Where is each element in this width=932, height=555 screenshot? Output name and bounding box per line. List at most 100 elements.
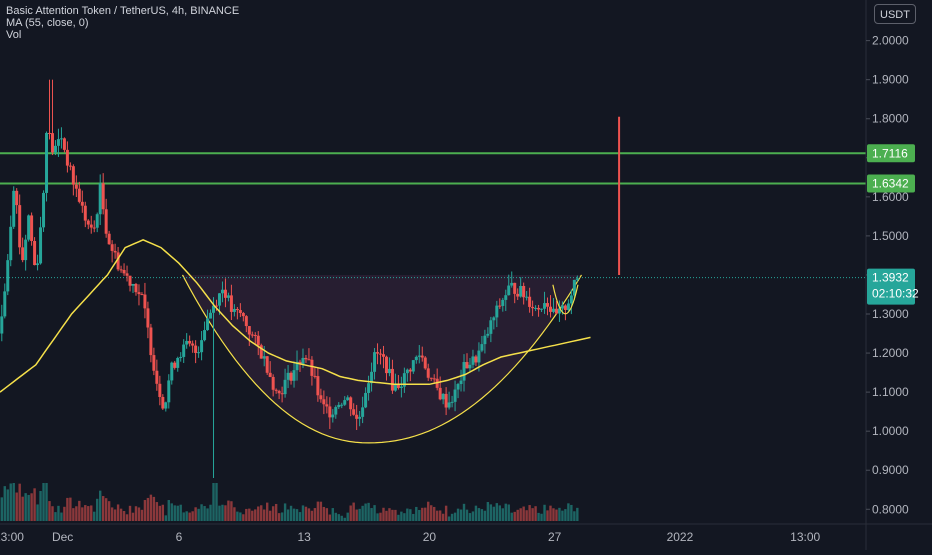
volume-bar (340, 515, 343, 521)
volume-bar (101, 496, 105, 521)
volume-bar (277, 513, 281, 521)
volume-bar (397, 514, 400, 521)
candle-body (0, 316, 4, 334)
volume-bar (441, 513, 445, 521)
volume-bar (334, 512, 337, 521)
candle-body (56, 139, 60, 146)
volume-bar (6, 489, 9, 521)
volume-bar (158, 505, 162, 521)
candle-body (322, 399, 326, 405)
candle-body (492, 317, 496, 321)
volume-bar (438, 510, 442, 521)
volume-bar (343, 517, 346, 521)
volume-bar (143, 500, 147, 521)
volume-bar (528, 505, 531, 521)
time-tick-label: 2022 (667, 530, 694, 544)
volume-bar (179, 504, 182, 521)
volume-bar (328, 514, 332, 521)
volume-bar (537, 512, 540, 521)
volume-bar (364, 503, 367, 521)
volume-indicator-label[interactable]: Vol (6, 29, 22, 41)
volume-bar (352, 502, 355, 521)
candle-body (65, 149, 69, 166)
candle-body (572, 279, 576, 296)
volume-bar (113, 509, 117, 521)
candle-body (217, 293, 221, 306)
volume-bar (301, 505, 305, 521)
candle-body (262, 356, 266, 359)
volume-bar (435, 510, 439, 521)
volume-bar (432, 506, 436, 521)
volume-bar (510, 512, 513, 521)
candle-body (355, 414, 359, 419)
candle-body (232, 308, 236, 312)
candle-body (384, 356, 388, 374)
candle-body (259, 345, 263, 359)
volume-bar (409, 509, 412, 521)
candle-body (125, 273, 129, 276)
volume-bar (134, 506, 138, 521)
volume-bar (221, 504, 224, 521)
volume-bar (430, 505, 433, 521)
candle-body (486, 333, 490, 336)
candle-body (271, 376, 275, 390)
candle-body (71, 166, 75, 185)
volume-bar (98, 490, 102, 521)
volume-bar (248, 508, 251, 521)
volume-bar (373, 505, 376, 521)
candle-body (98, 183, 102, 215)
candle-body (235, 308, 239, 311)
volume-bar (513, 511, 516, 521)
candle-body (104, 209, 108, 234)
volume-bar (209, 504, 212, 521)
candle-body (241, 313, 245, 317)
volume-bar (567, 503, 570, 521)
volume-bar (325, 508, 329, 521)
candle-body (560, 305, 564, 309)
time-tick-label: 20 (423, 530, 437, 544)
candle-body (95, 214, 99, 228)
candle-body (453, 389, 457, 402)
candle-body (203, 330, 207, 341)
candle-body (504, 295, 508, 300)
volume-bar (316, 501, 320, 521)
candle-body (534, 307, 538, 309)
volume-bar (382, 507, 385, 521)
volume-bar (164, 515, 168, 521)
candle-body (92, 227, 96, 229)
volume-bar (313, 508, 317, 521)
candle-body (268, 372, 272, 377)
volume-bar (555, 509, 558, 521)
candle-body (393, 384, 397, 391)
candle-body (498, 305, 502, 307)
currency-button[interactable]: USDT (874, 4, 916, 24)
candle-body (367, 383, 371, 393)
candle-body (77, 188, 81, 202)
volume-bar (236, 511, 239, 521)
candle-body (301, 357, 305, 365)
candle-body (277, 390, 281, 394)
volume-bar (495, 503, 499, 521)
time-tick-label: 6 (176, 530, 183, 544)
volume-bar (280, 512, 284, 521)
candle-body (471, 356, 475, 365)
candle-body (24, 239, 28, 261)
candle-body (525, 296, 529, 298)
candle-body (131, 283, 135, 286)
candle-body (265, 356, 269, 373)
candle-body (283, 379, 287, 395)
volume-bar (24, 493, 27, 521)
volume-bar (257, 506, 260, 521)
candle-body (405, 369, 409, 374)
ma-indicator-label[interactable]: MA (55, close, 0) (6, 17, 89, 29)
candle-body (456, 384, 460, 390)
volume-bar (36, 504, 39, 521)
volume-bar (292, 508, 296, 521)
volume-bar (471, 511, 475, 521)
volume-bar (230, 501, 233, 521)
volume-bar (465, 509, 469, 521)
candle-body (432, 378, 436, 380)
candle-body (423, 357, 427, 369)
